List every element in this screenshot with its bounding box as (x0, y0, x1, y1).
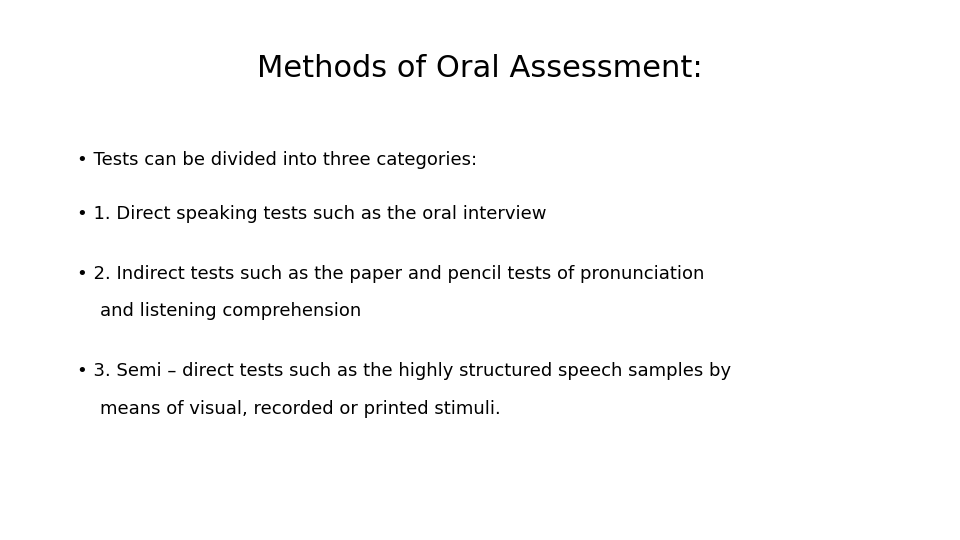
Text: • 2. Indirect tests such as the paper and pencil tests of pronunciation: • 2. Indirect tests such as the paper an… (77, 265, 705, 282)
Text: • Tests can be divided into three categories:: • Tests can be divided into three catego… (77, 151, 477, 169)
Text: and listening comprehension: and listening comprehension (77, 302, 361, 320)
Text: • 3. Semi – direct tests such as the highly structured speech samples by: • 3. Semi – direct tests such as the hig… (77, 362, 731, 380)
Text: means of visual, recorded or printed stimuli.: means of visual, recorded or printed sti… (77, 400, 500, 417)
Text: • 1. Direct speaking tests such as the oral interview: • 1. Direct speaking tests such as the o… (77, 205, 546, 223)
Text: Methods of Oral Assessment:: Methods of Oral Assessment: (257, 54, 703, 83)
